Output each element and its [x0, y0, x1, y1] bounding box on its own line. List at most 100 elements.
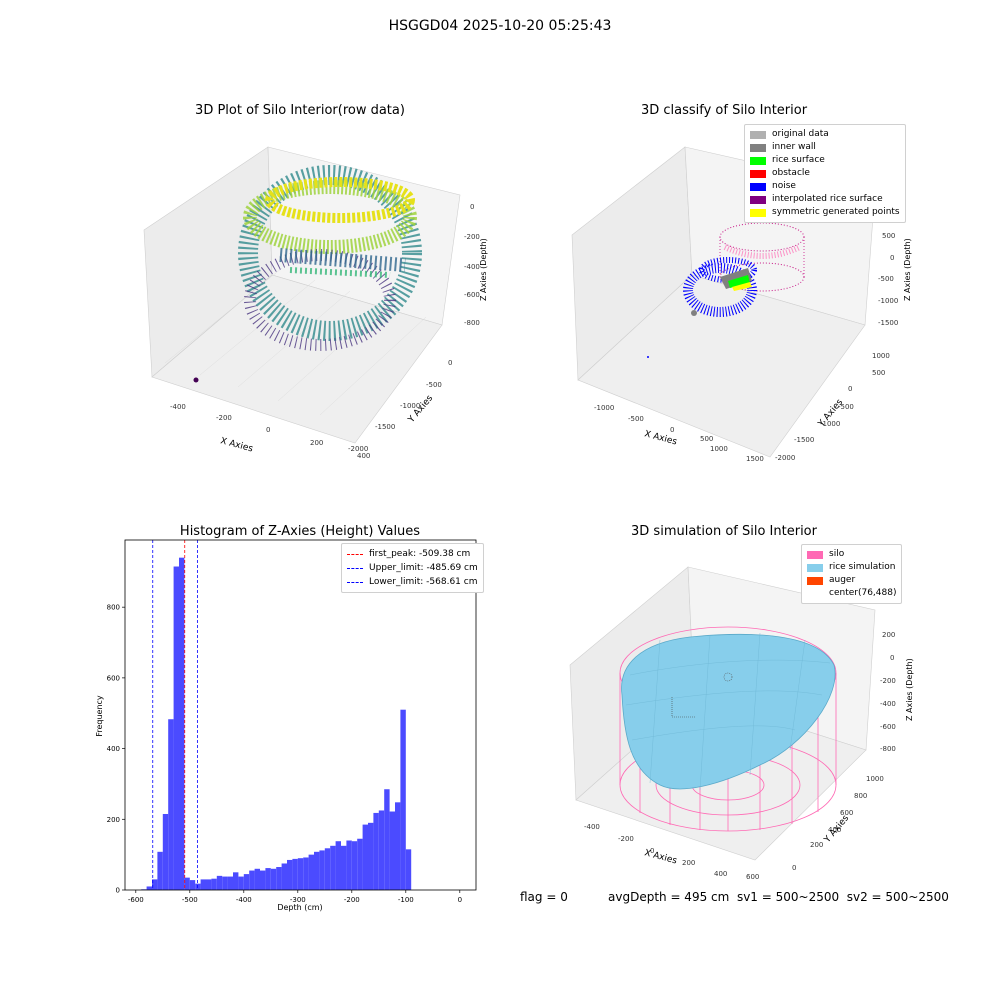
- hist-bar: [368, 822, 374, 890]
- sim-xlabel: X Axies: [643, 848, 678, 866]
- hist-bar: [260, 870, 266, 890]
- sim-ytick-5: 1000: [866, 775, 884, 783]
- classify-plot-title: 3D classify of Silo Interior: [640, 103, 808, 118]
- classify-ztick-1: 500: [882, 232, 895, 240]
- hist-bar: [173, 566, 179, 890]
- legend-item-inner-wall: inner wall: [750, 141, 900, 154]
- hist-ytick-label: 0: [116, 887, 120, 895]
- sim-ytick-1: 200: [810, 841, 823, 849]
- hist-bar: [179, 557, 185, 890]
- hist-bar: [162, 813, 169, 890]
- hist-bar: [357, 838, 363, 890]
- raw-xtick-4: 400: [357, 452, 370, 460]
- classify-ytick-6: -2000: [775, 454, 795, 462]
- hist-bar: [362, 824, 368, 890]
- legend-swatch: [750, 156, 766, 165]
- classify-xtick-4: 1000: [710, 445, 728, 453]
- hist-bar: [216, 875, 223, 890]
- hist-legend: first_peak: -509.38 cm Upper_limit: -485…: [341, 543, 484, 593]
- histogram-chart: -600 -500 -400 -300 -200 -100 0 0200400600800 …: [95, 539, 477, 912]
- hist-threshold-lines: [152, 540, 198, 890]
- classify-ytick-3: -500: [838, 403, 854, 411]
- sim-xtick-0: -400: [584, 823, 600, 831]
- hist-bar: [405, 849, 412, 890]
- classify-xtick-5: 1500: [746, 455, 764, 463]
- sim-ytick-4: 800: [854, 792, 867, 800]
- sim-ztick-0: 200: [882, 631, 895, 639]
- flag-text: flag = 0: [520, 890, 568, 904]
- raw-ztick-4: -800: [464, 319, 480, 327]
- legend-item-rice-surface: rice surface: [750, 154, 900, 167]
- sim-plot-title: 3D simulation of Silo Interior: [631, 524, 817, 539]
- legend-item-interpolated-rice-surface: interpolated rice surface: [750, 193, 900, 206]
- hist-bar: [389, 811, 395, 890]
- classify-ztick-3: -500: [878, 275, 894, 283]
- legend-swatch: [750, 195, 766, 204]
- hist-bar: [287, 859, 293, 890]
- hist-bar: [243, 874, 250, 890]
- legend-item-auger: auger: [807, 574, 896, 587]
- legend-swatch: [807, 576, 823, 585]
- sim-ztick-4: -600: [880, 723, 896, 731]
- hist-bar: [308, 854, 314, 890]
- hist-bar: [276, 867, 282, 890]
- legend-item-noise: noise: [750, 180, 900, 193]
- hist-bar: [400, 709, 406, 890]
- legend-item-rice-simulation: rice simulation: [807, 561, 896, 574]
- hist-bar: [189, 880, 196, 890]
- hist-xtick-label: -300: [290, 896, 306, 904]
- classify-ytick-1: 500: [872, 369, 885, 377]
- raw-xlabel: X Axies: [219, 436, 254, 454]
- legend-swatch: [807, 563, 823, 572]
- legend-item-center: center(76,488): [807, 587, 896, 600]
- classify-zlabel: Z Axies (Depth): [903, 238, 912, 301]
- hist-bar: [146, 886, 152, 890]
- sim-x-ticks: -400 -200 0 200 400 600: [584, 823, 759, 880]
- classify-xtick-3: 500: [700, 435, 713, 443]
- raw-ytick-2: -1000: [400, 402, 420, 410]
- legend-swatch: [750, 130, 766, 139]
- legend-swatch: [750, 169, 766, 178]
- raw-ytick-4: -2000: [348, 445, 368, 453]
- hist-bar: [200, 879, 206, 890]
- hist-bar: [292, 858, 298, 890]
- hist-bar: [211, 878, 217, 890]
- sim-xtick-2: 0: [650, 847, 654, 855]
- sim-ztick-3: -400: [880, 700, 896, 708]
- sim-legend: silo rice simulation auger center(76,488…: [801, 544, 903, 604]
- simulation-3d-plot: -400 -200 0 200 400 600 X Axies 0 200 40…: [569, 566, 914, 880]
- classify-xtick-1: -500: [628, 415, 644, 423]
- hist-x-ticks: -600 -500 -400 -300 -200 -100 0: [128, 890, 462, 904]
- raw-ztick-2: -400: [464, 263, 480, 271]
- legend-swatch: [750, 143, 766, 152]
- classify-xtick-0: -1000: [594, 404, 614, 412]
- sim-xtick-5: 600: [746, 873, 759, 880]
- sim-ztick-1: 0: [890, 654, 894, 662]
- classify-legend: original data inner wall rice surface ob…: [744, 124, 906, 223]
- classify-point-cloud: [647, 222, 805, 358]
- sim-xtick-1: -200: [618, 835, 634, 843]
- sim-xtick-3: 200: [682, 859, 695, 867]
- legend-swatch: [807, 590, 823, 598]
- raw-ytick-1: -500: [426, 381, 442, 389]
- raw-ztick-3: -600: [464, 291, 480, 299]
- legend-item-upper-limit: Upper_limit: -485.69 cm: [347, 561, 478, 575]
- raw-xtick-3: 200: [310, 439, 323, 447]
- sim-xtick-4: 400: [714, 870, 727, 878]
- classify-z-ticks: 1000 500 0 -500 -1000 -1500: [878, 209, 900, 327]
- hist-bar: [206, 879, 212, 890]
- classify-ytick-5: -1500: [794, 436, 814, 444]
- classify-ztick-4: -1000: [878, 297, 898, 305]
- classify-ytick-2: 0: [848, 385, 852, 393]
- classify-ztick-2: 0: [890, 254, 894, 262]
- legend-swatch: [750, 182, 766, 191]
- classify-xtick-2: 0: [670, 426, 674, 434]
- hist-ytick-label: 600: [107, 674, 120, 682]
- hist-xtick-label: -500: [182, 896, 198, 904]
- raw-ztick-0: 0: [470, 203, 474, 211]
- sim-ytick-0: 0: [792, 864, 796, 872]
- sim-z-ticks: 200 0 -200 -400 -600 -800: [880, 631, 896, 753]
- sim-ytick-3: 600: [840, 809, 853, 817]
- hist-bar: [378, 810, 385, 890]
- hist-frame: [124, 539, 477, 891]
